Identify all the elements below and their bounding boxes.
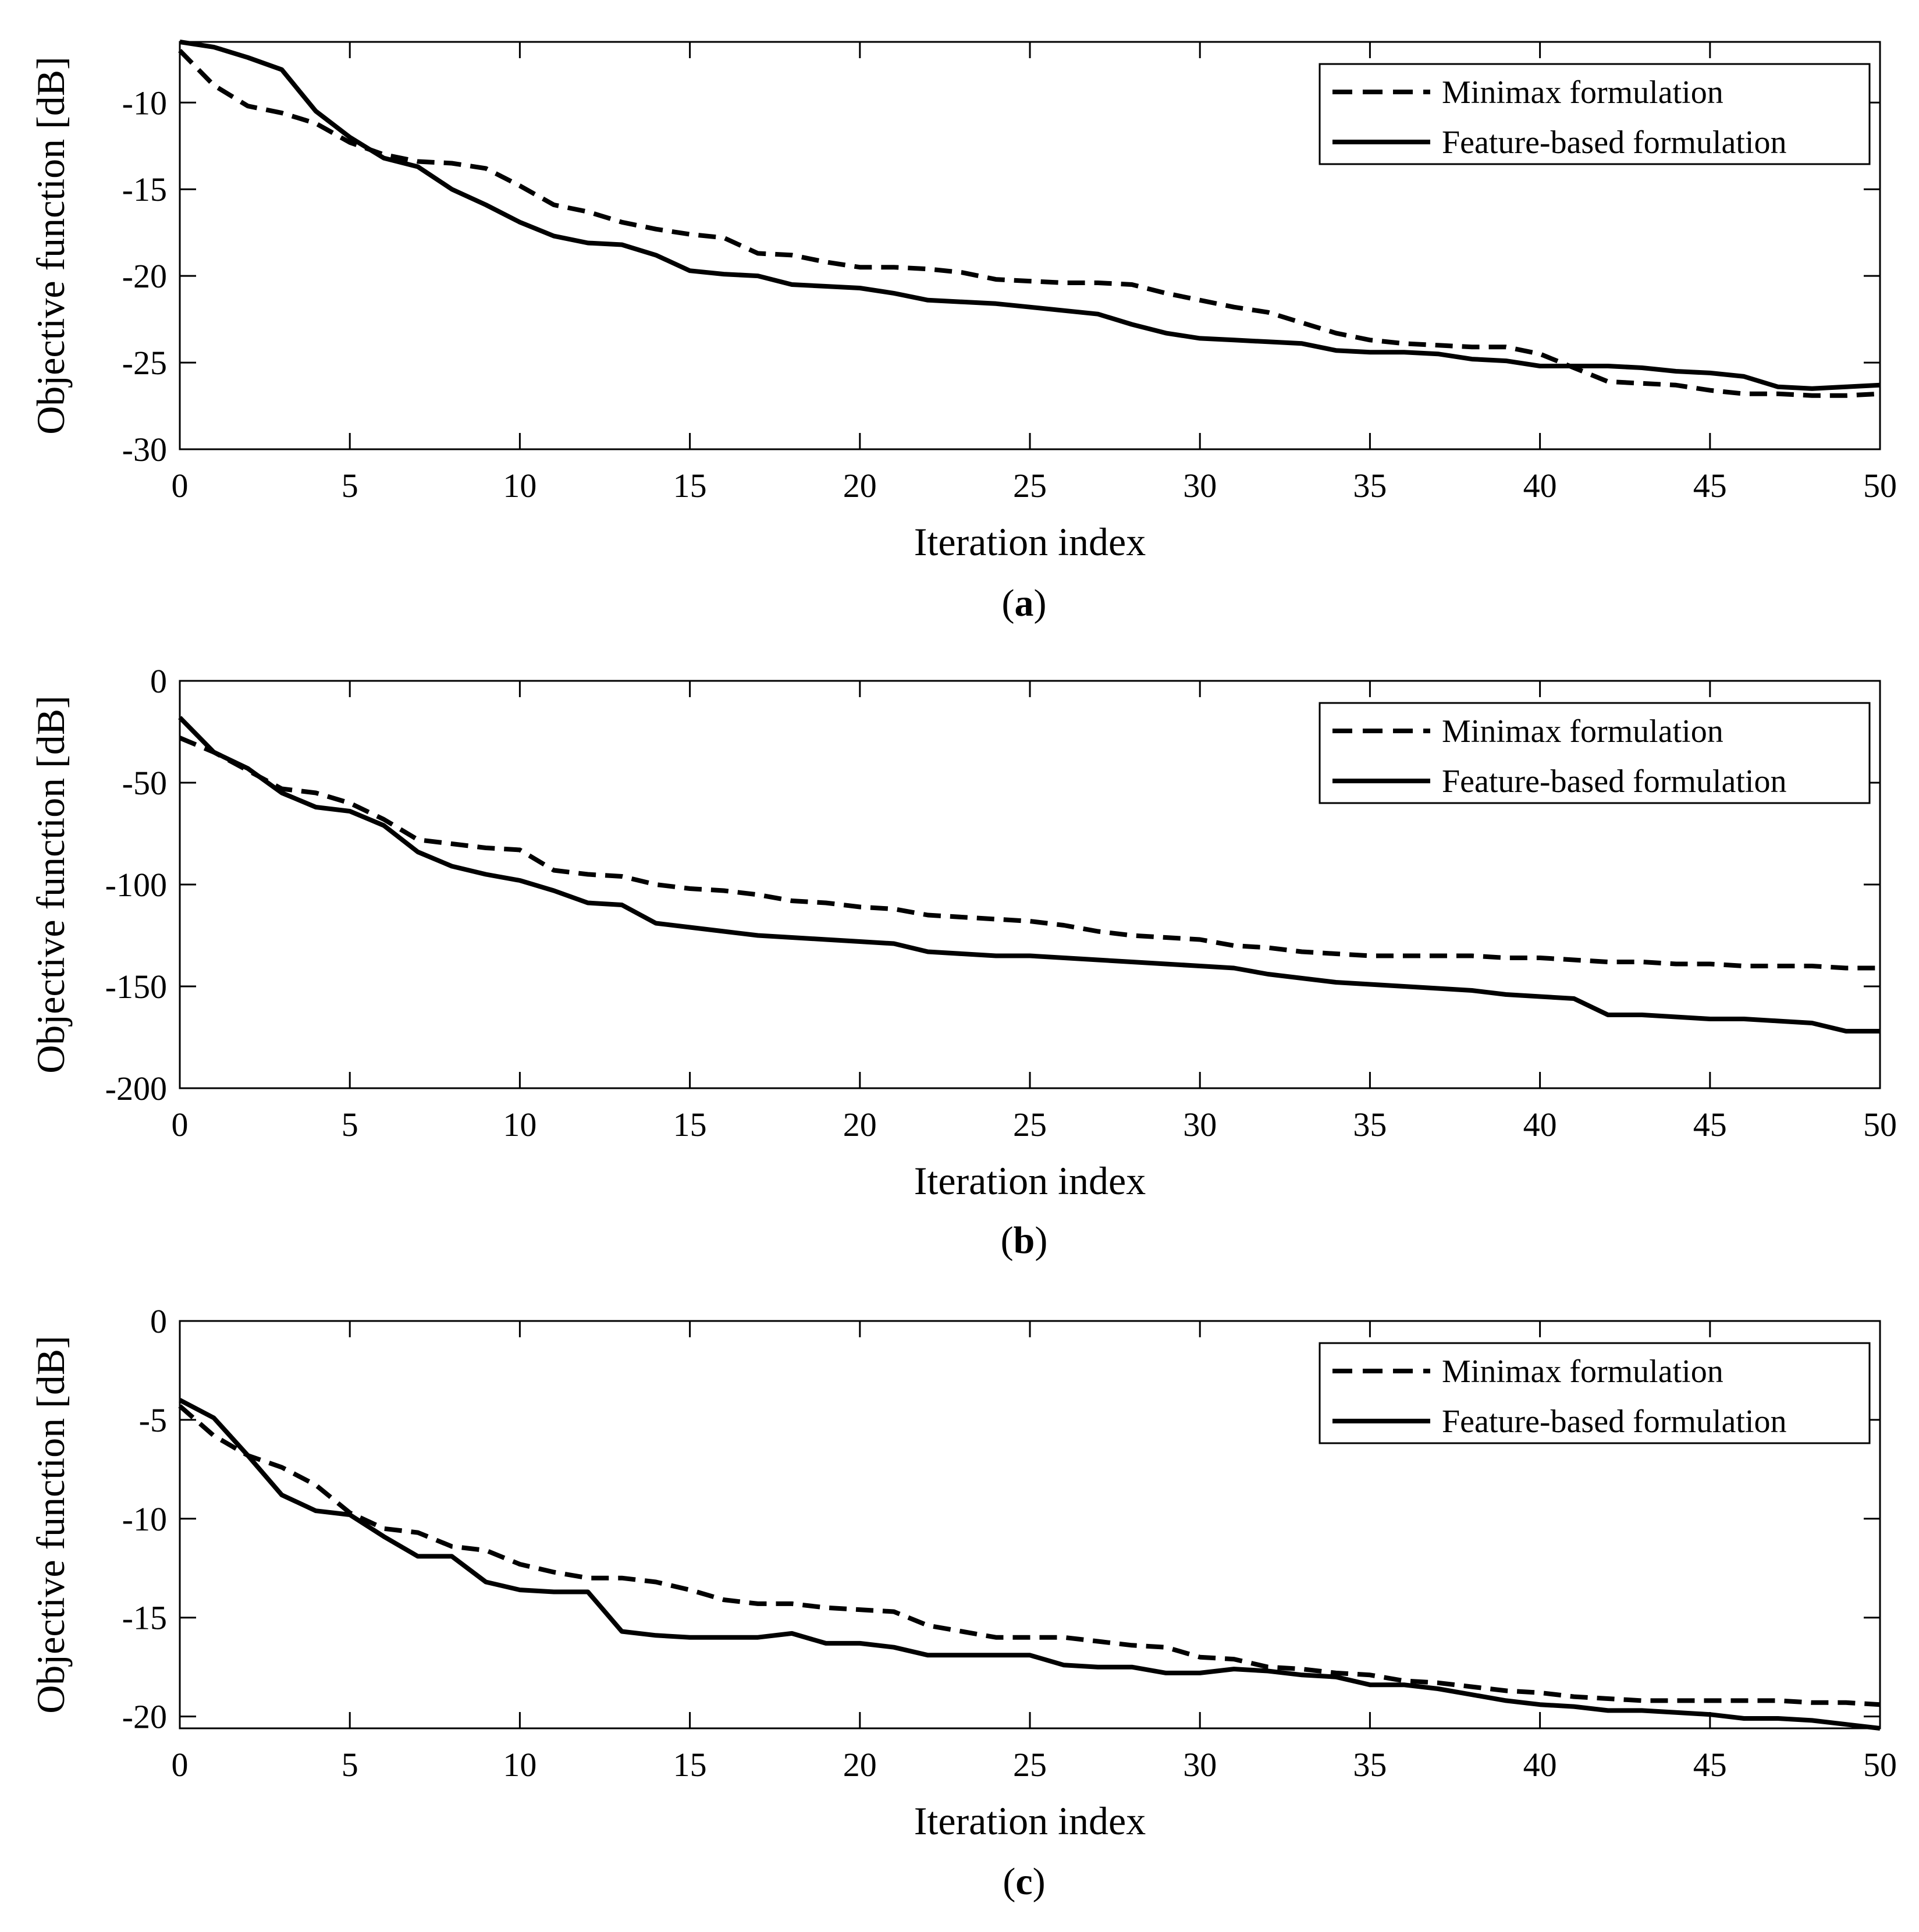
- y-tick-label: -15: [122, 171, 167, 208]
- y-axis-label: Objective function [dB]: [29, 1336, 73, 1714]
- x-tick-label: 0: [172, 1106, 189, 1143]
- x-tick-label: 0: [172, 1746, 189, 1784]
- y-tick-label: -100: [105, 866, 167, 904]
- legend-label: Minimax formulation: [1442, 713, 1723, 750]
- y-tick-label: -10: [122, 1500, 167, 1538]
- x-tick-label: 20: [843, 1106, 877, 1143]
- x-tick-label: 35: [1353, 467, 1387, 505]
- y-tick-label: -10: [122, 84, 167, 122]
- x-tick-label: 40: [1523, 467, 1557, 505]
- y-tick-label: -150: [105, 968, 167, 1006]
- x-axis-label: Iteration index: [914, 520, 1146, 564]
- y-axis-label: Objective function [dB]: [29, 56, 73, 435]
- legend-box: [1319, 702, 1871, 804]
- panel-caption: (c): [1003, 1860, 1045, 1903]
- x-tick-label: 25: [1013, 1746, 1047, 1784]
- y-tick-label: -25: [122, 344, 167, 382]
- caption-open: (: [1001, 1219, 1014, 1262]
- x-tick-label: 45: [1693, 1106, 1727, 1143]
- series-line-feature-based: [179, 40, 1881, 391]
- legend-label: Feature-based formulation: [1442, 1404, 1786, 1440]
- series-line-feature-based: [179, 1398, 1881, 1731]
- x-tick-label: 30: [1183, 467, 1217, 505]
- x-tick-label: 20: [843, 1746, 877, 1784]
- series-line-minimax: [178, 1404, 1881, 1707]
- y-tick-label: -200: [105, 1070, 167, 1107]
- chart-panel-a: 0 5 10 15 20 25 30 35 40 45 50 -30 -25 -20 -15 -10 Itera…: [29, 40, 1897, 624]
- x-tick-label: 5: [342, 1106, 358, 1143]
- x-tick-label: 40: [1523, 1746, 1557, 1784]
- x-tick-label: 25: [1013, 467, 1047, 505]
- caption-open: (: [1002, 582, 1015, 624]
- panel-caption: (a): [1002, 582, 1047, 624]
- x-tick-label: 30: [1183, 1746, 1217, 1784]
- chart-panel-b: 0 5 10 15 20 25 30 35 40 45 50 -200 -150 -100 -50 0 Iter…: [29, 662, 1897, 1262]
- y-tick-label: -30: [122, 431, 167, 468]
- x-tick-label: 35: [1353, 1746, 1387, 1784]
- caption-close: ): [1034, 582, 1047, 624]
- legend-box: [1319, 1342, 1871, 1444]
- y-tick-label: -15: [122, 1599, 167, 1637]
- y-tick-label: -20: [122, 257, 167, 295]
- series-line-minimax: [178, 49, 1881, 398]
- x-tick-label: 10: [503, 1746, 536, 1784]
- y-tick-label: -20: [122, 1698, 167, 1736]
- legend-label: Feature-based formulation: [1442, 763, 1786, 800]
- y-tick-label: 0: [150, 662, 167, 700]
- x-tick-label: 50: [1863, 467, 1897, 505]
- x-tick-label: 10: [503, 467, 536, 505]
- series-line-minimax: [179, 736, 1880, 971]
- y-axis-label: Objective function [dB]: [29, 695, 73, 1074]
- x-tick-label: 35: [1353, 1106, 1387, 1143]
- chart-panel-c: 0 5 10 15 20 25 30 35 40 45 50 -20 -15 -10 -5 0 Iteratio…: [29, 1302, 1897, 1903]
- caption-open: (: [1003, 1860, 1015, 1903]
- x-tick-label: 15: [673, 467, 707, 505]
- caption-letter: c: [1015, 1860, 1032, 1903]
- x-tick-label: 30: [1183, 1106, 1217, 1143]
- legend: Minimax formulation Feature-based formula…: [1319, 1342, 1871, 1444]
- x-tick-label: 5: [342, 467, 358, 505]
- legend-label: Minimax formulation: [1442, 74, 1723, 111]
- x-tick-label: 10: [503, 1106, 536, 1143]
- y-tick-label: 0: [150, 1302, 167, 1340]
- x-axis-label: Iteration index: [914, 1159, 1146, 1203]
- legend: Minimax formulation Feature-based formula…: [1319, 702, 1871, 804]
- x-tick-label: 20: [843, 467, 877, 505]
- x-axis-label: Iteration index: [914, 1799, 1146, 1843]
- caption-letter: b: [1014, 1219, 1035, 1262]
- legend-box: [1319, 63, 1871, 165]
- panel-caption: (b): [1001, 1219, 1048, 1262]
- legend: Minimax formulation Feature-based formula…: [1319, 63, 1871, 165]
- x-tick-label: 50: [1863, 1746, 1897, 1784]
- caption-close: ): [1035, 1219, 1047, 1262]
- x-tick-label: 25: [1013, 1106, 1047, 1143]
- x-tick-label: 45: [1693, 467, 1727, 505]
- caption-close: ): [1033, 1860, 1046, 1903]
- x-tick-label: 15: [673, 1746, 707, 1784]
- y-tick-label: -50: [122, 764, 167, 802]
- x-tick-label: 50: [1863, 1106, 1897, 1143]
- x-tick-label: 5: [342, 1746, 358, 1784]
- series-line-feature-based: [178, 716, 1880, 1034]
- x-tick-label: 0: [172, 467, 189, 505]
- x-tick-label: 15: [673, 1106, 707, 1143]
- legend-label: Feature-based formulation: [1442, 125, 1786, 161]
- y-tick-label: -5: [139, 1401, 167, 1439]
- legend-label: Minimax formulation: [1442, 1354, 1723, 1390]
- x-tick-label: 45: [1693, 1746, 1727, 1784]
- x-tick-label: 40: [1523, 1106, 1557, 1143]
- caption-letter: a: [1015, 582, 1034, 624]
